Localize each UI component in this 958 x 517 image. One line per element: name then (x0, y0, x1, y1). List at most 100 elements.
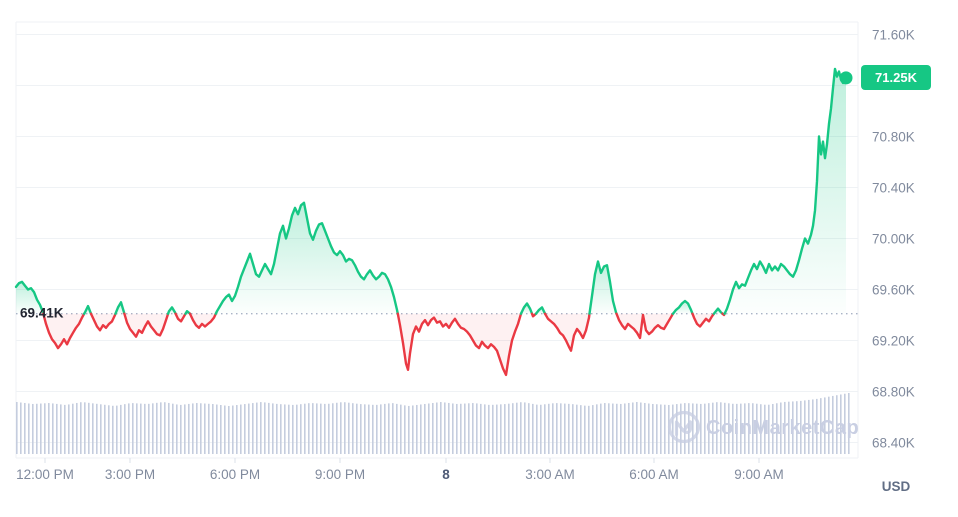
volume-bar (108, 405, 110, 454)
volume-bar (660, 404, 662, 454)
volume-bar (748, 403, 750, 454)
volume-bar (300, 404, 302, 454)
volume-bar (84, 402, 86, 454)
volume-bar (448, 402, 450, 454)
volume-bar (72, 403, 74, 454)
y-axis-label: 70.40K (872, 180, 915, 195)
volume-bar (160, 402, 162, 454)
volume-bar (820, 398, 822, 454)
price-line-down (691, 312, 716, 328)
volume-bar (348, 402, 350, 454)
volume-bar (36, 403, 38, 454)
volume-bar (740, 403, 742, 454)
volume-bar (60, 404, 62, 454)
x-axis-label: 8 (442, 467, 450, 482)
volume-bar (500, 404, 502, 454)
volume-bar (228, 405, 230, 454)
volume-bar (168, 402, 170, 454)
price-line-up (14, 280, 45, 315)
volume-bar (544, 404, 546, 454)
volume-bar (812, 399, 814, 454)
price-area-down (616, 313, 673, 338)
x-axis-label: 12:00 PM (16, 467, 74, 482)
volume-bar (164, 402, 166, 454)
volume-bar (420, 404, 422, 454)
current-price-dot (839, 71, 853, 85)
volume-bar (784, 401, 786, 454)
volume-bar (584, 405, 586, 454)
volume-bar (484, 404, 486, 454)
volume-bar (640, 402, 642, 454)
volume-bar (736, 403, 738, 454)
volume-bar (16, 402, 18, 454)
volume-bar (288, 404, 290, 454)
volume-bar (172, 403, 174, 454)
price-line-down (174, 312, 187, 323)
volume-bar (68, 404, 70, 454)
volume-bar (620, 403, 622, 454)
price-line-up (588, 260, 618, 315)
price-line-up (712, 307, 724, 315)
volume-bar (608, 403, 610, 454)
volume-bar (432, 403, 434, 454)
volume-bar (272, 403, 274, 454)
volume-bar (244, 404, 246, 454)
price-line-down (188, 312, 217, 329)
volume-bar (720, 402, 722, 454)
volume-bar (656, 404, 658, 454)
x-axis-label: 6:00 AM (629, 467, 679, 482)
volume-bar (452, 403, 454, 454)
volume-bar (828, 396, 830, 454)
volume-bar (308, 403, 310, 454)
volume-bar (844, 393, 846, 454)
volume-bar (124, 404, 126, 454)
volume-bar (120, 404, 122, 454)
volume-bar (528, 403, 530, 454)
volume-bar (112, 405, 114, 454)
volume-bar (468, 403, 470, 454)
price-area-up (16, 281, 44, 314)
price-line-down (543, 312, 591, 352)
volume-bar (48, 403, 50, 454)
y-axis-label: 70.00K (872, 231, 915, 246)
volume-bar (392, 403, 394, 454)
volume-bar (492, 404, 494, 454)
volume-bar (536, 404, 538, 454)
volume-bar (416, 404, 418, 454)
volume-bar (336, 402, 338, 454)
volume-bar (196, 403, 198, 454)
volume-bar (568, 403, 570, 454)
volume-bar (264, 402, 266, 454)
volume-bar (412, 405, 414, 454)
volume-bar (756, 403, 758, 454)
x-axis-label: 3:00 PM (104, 467, 156, 482)
volume-bar (56, 403, 58, 454)
volume-bar (768, 404, 770, 454)
price-area-up (215, 202, 398, 314)
volume-bar (600, 403, 602, 454)
volume-bar (252, 403, 254, 454)
x-axis-label: 9:00 PM (314, 467, 366, 482)
volume-bar (212, 404, 214, 454)
x-axis-label: 6:00 PM (209, 467, 261, 482)
price-area-up (521, 303, 532, 314)
volume-bar (708, 403, 710, 454)
volume-bar (792, 401, 794, 454)
volume-bar (592, 405, 594, 454)
volume-bar (552, 403, 554, 454)
volume-bar (424, 403, 426, 454)
price-line-down (42, 312, 86, 350)
volume-bar (636, 402, 638, 454)
volume-bar (208, 403, 210, 454)
volume-bar (848, 393, 850, 454)
volume-bar (332, 403, 334, 454)
volume-bar (840, 394, 842, 454)
volume-bar (360, 404, 362, 454)
volume-bar (472, 403, 474, 454)
y-axis-label: 68.40K (872, 435, 915, 450)
volume-bar (116, 405, 118, 454)
price-line-up (83, 304, 93, 315)
volume-bar (340, 402, 342, 454)
